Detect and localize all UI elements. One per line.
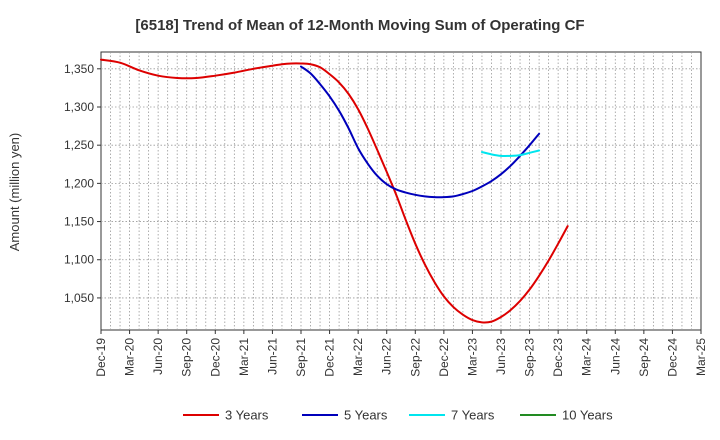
grid-lines <box>101 52 701 330</box>
legend-label-7-years: 7 Years <box>451 408 495 423</box>
x-tick-label: Jun-22 <box>380 338 394 375</box>
y-tick-label: 1,350 <box>64 62 94 76</box>
x-tick-label: Sep-21 <box>294 338 308 377</box>
legend: 3 Years 5 Years 7 Years 10 Years <box>183 408 613 423</box>
x-tick-label: Sep-23 <box>523 338 537 377</box>
x-tick-label: Mar-24 <box>580 338 594 376</box>
y-tick-label: 1,150 <box>64 215 94 229</box>
x-tick-label: Jun-23 <box>494 338 508 375</box>
x-tick-label: Mar-22 <box>351 338 365 376</box>
x-tick-label: Mar-21 <box>237 338 251 376</box>
x-tick-label: Mar-20 <box>123 338 137 376</box>
y-tick-label: 1,100 <box>64 253 94 267</box>
series-lines <box>100 58 569 324</box>
x-tick-label: Mar-25 <box>694 338 708 376</box>
series-line-5-years <box>300 65 541 199</box>
x-tick-label: Dec-21 <box>323 338 337 377</box>
x-tick-label: Dec-19 <box>94 338 108 377</box>
x-tick-label: Sep-22 <box>408 338 422 377</box>
x-tick-label: Dec-23 <box>551 338 565 377</box>
legend-label-10-years: 10 Years <box>562 408 613 423</box>
chart-title: [6518] Trend of Mean of 12-Month Moving … <box>135 17 584 34</box>
x-tick-label: Dec-22 <box>437 338 451 377</box>
series-line-3-years <box>100 58 569 324</box>
x-tick-label: Jun-21 <box>265 338 279 375</box>
x-tick-label: Dec-24 <box>665 338 679 377</box>
y-tick-label: 1,200 <box>64 176 94 190</box>
x-axis-ticks: Dec-19 Mar-20 Jun-20 Sep-20 Dec-20 Mar-21 Jun-… <box>94 330 708 377</box>
x-tick-label: Mar-23 <box>465 338 479 376</box>
series-line-7-years <box>480 149 541 158</box>
x-tick-label: Sep-20 <box>180 338 194 377</box>
legend-label-3-years: 3 Years <box>225 408 269 423</box>
y-axis-label: Amount (million yen) <box>7 133 22 252</box>
y-tick-label: 1,250 <box>64 138 94 152</box>
y-axis-ticks: 1,050 1,100 1,150 1,200 1,250 1,300 1,350 <box>64 62 101 305</box>
y-tick-label: 1,300 <box>64 100 94 114</box>
x-tick-label: Dec-20 <box>208 338 222 377</box>
x-tick-label: Jun-24 <box>608 338 622 375</box>
x-tick-label: Sep-24 <box>637 338 651 377</box>
y-tick-label: 1,050 <box>64 291 94 305</box>
x-tick-label: Jun-20 <box>151 338 165 375</box>
legend-label-5-years: 5 Years <box>344 408 388 423</box>
